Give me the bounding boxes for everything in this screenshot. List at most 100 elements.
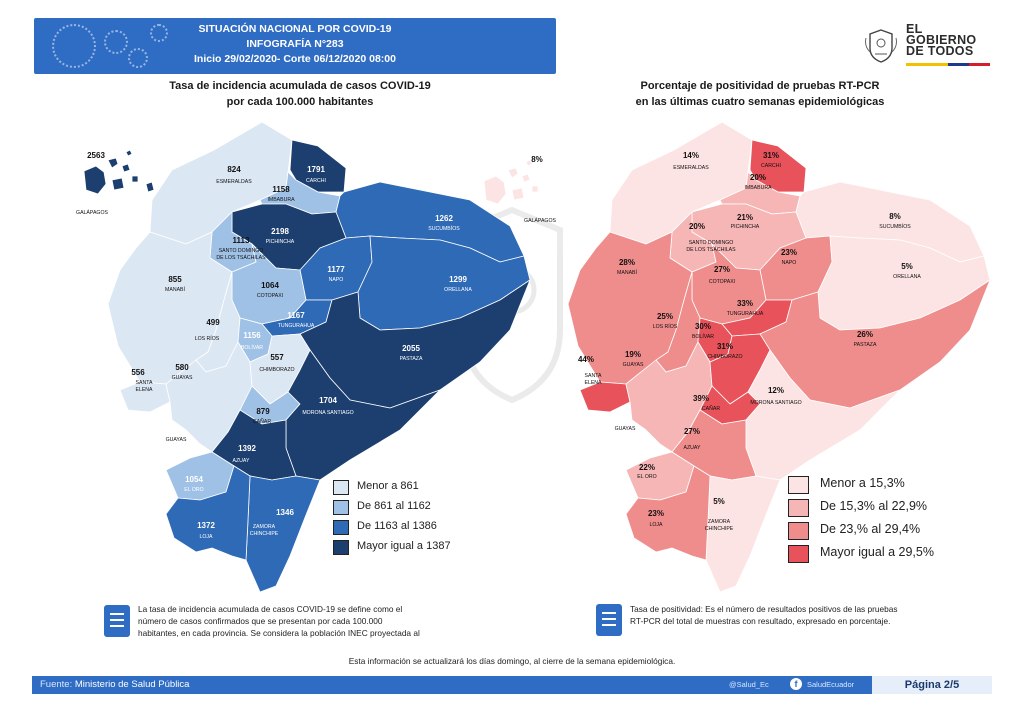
- province-value-bolivar: 1156: [243, 331, 261, 340]
- province-name-pastaza: PASTAZA: [400, 356, 423, 362]
- province-value-los-rios: 499: [206, 318, 220, 327]
- legend-swatch: [333, 480, 349, 495]
- province-value-santa-elena: 556: [131, 368, 145, 377]
- province-value-manabi: 28%: [619, 258, 635, 267]
- province-galapagos: [131, 175, 139, 183]
- logo-line-1: EL: [906, 22, 923, 36]
- source-label: Fuente:: [40, 679, 73, 690]
- province-name-orellana: ORELLANA: [893, 274, 921, 280]
- province-galapagos: [507, 167, 519, 179]
- legend-label: Mayor igual a 29,5%: [820, 545, 934, 559]
- legend-swatch: [788, 499, 809, 517]
- legend-label: De 861 al 1162: [357, 500, 431, 512]
- province-name-morona: MORONA SANTIAGO: [302, 410, 353, 416]
- province-galapagos: [521, 173, 531, 183]
- province-name-esmeraldas: ESMERALDAS: [673, 165, 709, 171]
- header-banner: SITUACIÓN NACIONAL POR COVID-19 INFOGRAF…: [34, 18, 556, 74]
- province-name-los-rios: LOS RÍOS: [653, 323, 678, 330]
- province-name-zamora: ZAMORA: [708, 519, 731, 525]
- province-name-manabi: MANABÍ: [165, 286, 185, 293]
- province-name-orellana: ORELLANA: [444, 287, 472, 293]
- province-value-canar: 39%: [693, 394, 709, 403]
- province-value-chimborazo: 557: [270, 353, 284, 362]
- virus-icon: [128, 48, 148, 68]
- province-value-sucumbios: 8%: [889, 212, 901, 221]
- province-carchi: [289, 139, 347, 193]
- legend-label: De 1163 al 1386: [357, 520, 437, 532]
- province-value-pichincha: 21%: [737, 213, 753, 222]
- province-value-guayas: 19%: [625, 350, 641, 359]
- note-line: La tasa de incidencia acumulada de casos…: [138, 604, 403, 614]
- province-loja: [165, 465, 251, 561]
- province-name-santo-domingo: DE LOS TSÁCHILAS: [216, 254, 266, 261]
- province-value-cotopaxi: 27%: [714, 265, 730, 274]
- province-name-azuay: AZUAY: [233, 458, 250, 464]
- province-galapagos: [111, 177, 125, 191]
- positivity-legend: Menor a 15,3% De 15,3% al 22,9% De 23,% …: [788, 476, 958, 566]
- province-value-pichincha: 2198: [271, 227, 289, 236]
- province-name-napo: NAPO: [329, 277, 344, 283]
- province-carchi: [749, 139, 807, 193]
- facebook-icon[interactable]: f: [790, 678, 802, 690]
- province-name-cotopaxi: COTOPAXI: [257, 293, 283, 299]
- province-value-bolivar: 30%: [695, 322, 711, 331]
- province-galapagos: [483, 175, 507, 205]
- positivity-title-line-1: Porcentaje de positividad de pruebas RT-…: [640, 80, 880, 92]
- province-name-galapagos: GALÁPAGOS: [76, 209, 108, 216]
- province-name-santo-domingo: DE LOS TSÁCHILAS: [686, 246, 736, 253]
- legend-label: Mayor igual a 1387: [357, 540, 451, 552]
- note-line: RT-PCR del total de muestras con resulta…: [630, 616, 891, 626]
- province-value-zamora: 5%: [713, 497, 725, 506]
- province-value-tungurahua: 1167: [287, 311, 305, 320]
- page-number: Página 2/5: [872, 676, 992, 694]
- province-value-napo: 23%: [781, 248, 797, 257]
- virus-icon: [52, 24, 96, 68]
- province-value-manabi: 855: [168, 275, 182, 284]
- province-value-pastaza: 2055: [402, 344, 420, 353]
- legend-label: Menor a 861: [357, 480, 419, 492]
- virus-icon: [104, 30, 128, 54]
- facebook-handle[interactable]: SaludEcuador: [807, 680, 855, 689]
- province-name-morona: MORONA SANTIAGO: [750, 400, 801, 406]
- coat-of-arms-icon: [865, 29, 897, 63]
- header-title: SITUACIÓN NACIONAL POR COVID-19: [198, 23, 392, 35]
- province-name-chimborazo: CHIMBORAZO: [707, 354, 742, 360]
- province-value-orellana: 5%: [901, 262, 913, 271]
- province-name-azuay: AZUAY: [684, 445, 701, 451]
- legend-swatch: [788, 476, 809, 494]
- province-name-chimborazo: CHIMBORAZO: [259, 367, 294, 373]
- province-name-sucumbios: SUCUMBÍOS: [428, 225, 460, 232]
- province-galapagos: [531, 185, 539, 193]
- twitter-handle[interactable]: @Salud_Ec: [729, 680, 769, 689]
- province-value-chimborazo: 31%: [717, 342, 733, 351]
- logo-line-3: DE TODOS: [906, 44, 974, 58]
- province-value-santo-domingo: 20%: [689, 222, 705, 231]
- positivity-map: [483, 121, 991, 593]
- province-name-guayas: GUAYAS: [623, 362, 644, 368]
- legend-label: De 23,% al 29,4%: [820, 522, 921, 536]
- province-name-pichincha: PICHINCHA: [266, 239, 295, 245]
- incidence-title-line-2: por cada 100.000 habitantes: [226, 96, 374, 108]
- province-loja: [625, 465, 711, 561]
- positivity-title-line-2: en las últimas cuatro semanas epidemioló…: [635, 96, 885, 108]
- province-name-tungurahua: TUNGURAHUA: [278, 323, 315, 329]
- province-name-pastaza: PASTAZA: [854, 342, 877, 348]
- logo-text: EL GOBIERNO DE TODOS: [906, 22, 977, 58]
- logo-line-2: GOBIERNO: [906, 33, 977, 47]
- province-value-el-oro: 22%: [639, 463, 655, 472]
- incidence-labels: 2563 GALÁPAGOS 824 ESMERALDAS 1791 CARCHI 1158…: [76, 151, 472, 540]
- province-name-guayas-coast: GUAYAS: [615, 426, 636, 432]
- incidence-map-title: Tasa de incidencia acumulada de casos CO…: [140, 78, 460, 110]
- province-value-galapagos: 2563: [87, 151, 105, 160]
- update-note: Esta información se actualizará los días…: [348, 656, 676, 666]
- province-galapagos: [83, 165, 107, 195]
- province-name-manabi: MANABÍ: [617, 269, 637, 276]
- province-value-imbabura: 1158: [272, 185, 290, 194]
- source-value: Ministerio de Salud Pública: [74, 679, 190, 690]
- province-value-santa-elena: 44%: [578, 355, 594, 364]
- province-name-zamora: CHINCHIPE: [705, 526, 734, 532]
- province-name-imbabura: IMBABURA: [744, 185, 772, 191]
- province-name-santo-domingo: SANTO DOMINGO: [689, 240, 734, 246]
- province-value-esmeraldas: 824: [227, 165, 241, 174]
